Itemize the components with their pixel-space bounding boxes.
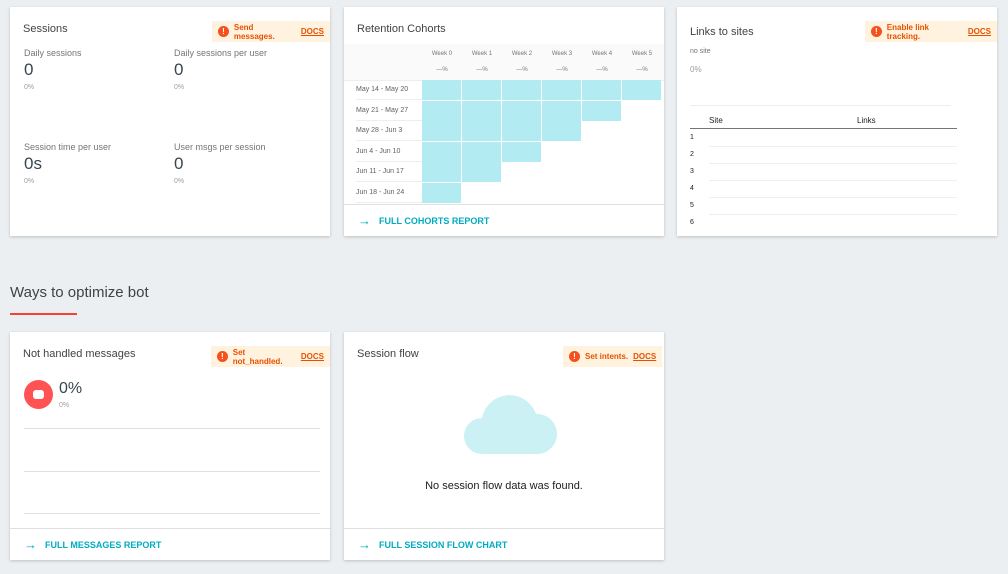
col-links: Links — [857, 116, 876, 125]
warning-badge: ! Set not_handled. DOCS — [211, 346, 330, 367]
warning-badge: ! Enable link tracking. DOCS — [865, 21, 997, 42]
cohort-cell — [462, 100, 501, 121]
links-row-number: 6 — [690, 219, 694, 226]
alert-icon: ! — [871, 26, 882, 37]
cohort-cell — [422, 182, 461, 203]
card-title: Sessions — [23, 23, 68, 35]
cohort-row-label: Jun 11 - Jun 17 — [356, 162, 422, 182]
retention-cohorts-card: Retention Cohorts → FULL COHORTS REPORT W… — [344, 7, 664, 236]
cohort-cell — [462, 80, 501, 100]
cohort-cell — [422, 141, 461, 162]
session-flow-card: Session flow ! Set intents. DOCS No sessio… — [344, 332, 664, 560]
week-pct: —% — [556, 67, 568, 73]
alert-icon: ! — [218, 26, 229, 37]
cohort-cell — [422, 100, 461, 121]
cohort-cell — [422, 80, 461, 100]
week-header: Week 0 — [431, 51, 453, 57]
full-messages-report-link[interactable]: → FULL MESSAGES REPORT — [10, 528, 330, 560]
not-handled-card: Not handled messages ! Set not_handled. DO… — [10, 332, 330, 560]
section-title: Ways to optimize bot — [10, 284, 149, 301]
week-pct: —% — [476, 67, 488, 73]
cohort-cell — [462, 141, 501, 162]
cohort-cell — [462, 121, 501, 141]
cohort-cell — [422, 162, 461, 182]
warning-badge: ! Set intents. DOCS — [563, 346, 663, 367]
card-title: Links to sites — [690, 26, 754, 38]
docs-link[interactable]: DOCS — [967, 27, 991, 36]
cohort-cell — [502, 80, 541, 100]
full-cohorts-report-link[interactable]: → FULL COHORTS REPORT — [344, 204, 664, 236]
week-pct: —% — [596, 67, 608, 73]
alert-icon: ! — [569, 351, 580, 362]
cohort-cell — [622, 80, 661, 100]
cohort-cell — [542, 80, 581, 100]
week-header: Week 2 — [511, 51, 533, 57]
card-title: Session flow — [357, 348, 419, 360]
arrow-right-icon: → — [358, 213, 371, 228]
week-pct: —% — [436, 67, 448, 73]
full-session-flow-link[interactable]: → FULL SESSION FLOW CHART — [344, 528, 664, 560]
sad-bot-icon — [24, 380, 53, 409]
cohort-cell — [542, 121, 581, 141]
links-row-number: 1 — [690, 134, 694, 141]
docs-link[interactable]: DOCS — [633, 352, 657, 361]
warning-badge: ! Send messages. DOCS — [212, 21, 330, 42]
week-pct: —% — [516, 67, 528, 73]
cohort-row-label: May 14 - May 20 — [356, 80, 422, 100]
alert-icon: ! — [217, 351, 228, 362]
links-pct: 0% — [690, 65, 702, 74]
card-title: Retention Cohorts — [357, 23, 446, 35]
cohort-row-label: May 21 - May 27 — [356, 101, 422, 121]
metric-session-time: Session time per user 0s 0% — [24, 142, 112, 185]
cohort-cell — [422, 121, 461, 141]
metric-daily-sessions: Daily sessions 0 0% — [24, 48, 82, 91]
card-title: Not handled messages — [23, 348, 136, 360]
sessions-card: Sessions ! Send messages. DOCS Daily sessi… — [10, 7, 330, 236]
cohort-row-label: May 28 - Jun 3 — [356, 121, 422, 141]
links-row-number: 5 — [690, 202, 694, 209]
links-card: Links to sites ! Enable link tracking. DOC… — [677, 7, 997, 236]
week-header: Week 3 — [551, 51, 573, 57]
metric-daily-sessions-per-user: Daily sessions per user 0 0% — [174, 48, 268, 91]
not-handled-value: 0% — [59, 380, 83, 397]
section-underline — [10, 313, 77, 315]
week-header: Week 5 — [631, 51, 653, 57]
cohort-row-label: Jun 4 - Jun 10 — [356, 142, 422, 162]
cohort-cell — [502, 141, 541, 162]
no-site-label: no site — [690, 48, 711, 55]
col-site: Site — [709, 116, 723, 125]
links-row-number: 4 — [690, 185, 694, 192]
links-row-number: 3 — [690, 168, 694, 175]
cohort-row-label: Jun 18 - Jun 24 — [356, 183, 422, 203]
cohort-cell — [542, 100, 581, 121]
cohort-cell — [462, 162, 501, 182]
metric-user-msgs: User msgs per session 0 0% — [174, 142, 266, 185]
arrow-right-icon: → — [358, 537, 371, 552]
week-header: Week 1 — [471, 51, 493, 57]
empty-message: No session flow data was found. — [425, 480, 583, 492]
cohort-cell — [582, 100, 621, 121]
cloud-icon — [464, 395, 558, 454]
docs-link[interactable]: DOCS — [300, 352, 324, 361]
cohort-cell — [502, 100, 541, 121]
not-handled-pct: 0% — [59, 402, 70, 409]
cohort-header — [344, 44, 664, 81]
week-header: Week 4 — [591, 51, 613, 57]
week-pct: —% — [636, 67, 648, 73]
cohort-cell — [502, 121, 541, 141]
links-row-number: 2 — [690, 151, 694, 158]
arrow-right-icon: → — [24, 537, 37, 552]
cohort-cell — [582, 80, 621, 100]
docs-link[interactable]: DOCS — [300, 27, 324, 36]
